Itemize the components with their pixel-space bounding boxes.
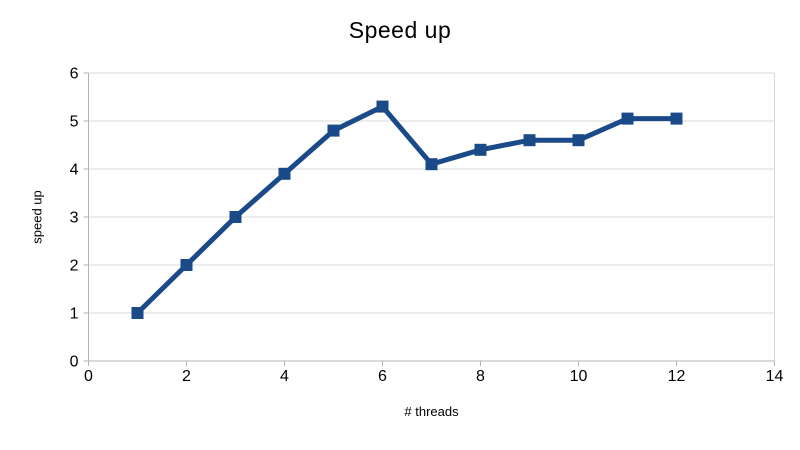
data-point-marker	[180, 259, 193, 271]
series-line	[135, 103, 677, 315]
data-point-marker	[376, 100, 389, 113]
data-point-marker	[523, 134, 536, 147]
y-tick-label: 0	[70, 354, 79, 371]
y-tick-label: 3	[70, 210, 79, 227]
data-point-marker	[327, 124, 340, 137]
x-tick-label: 6	[378, 368, 387, 385]
data-point-marker	[229, 211, 242, 223]
data-point-marker	[670, 112, 683, 125]
x-tick-label: 0	[84, 368, 93, 385]
x-tick-label: 2	[182, 368, 191, 385]
y-tick-label: 2	[70, 258, 79, 275]
chart-title: Speed up	[348, 17, 452, 43]
x-tick-label: 10	[570, 368, 588, 385]
data-point-marker	[425, 158, 438, 171]
y-tick-label: 1	[70, 306, 79, 323]
x-tick-label: 14	[766, 368, 784, 385]
y-tick-label: 6	[70, 66, 79, 83]
data-point-marker	[278, 167, 291, 180]
data-point-marker	[474, 143, 487, 156]
y-tick-label: 5	[70, 114, 79, 131]
data-point-marker	[572, 134, 585, 147]
x-axis-title: # threads	[404, 404, 459, 419]
x-tick-label: 8	[476, 368, 485, 385]
y-tick-label: 4	[70, 162, 79, 179]
data-point-marker	[621, 112, 634, 125]
data-point-marker	[131, 307, 144, 319]
x-tick-label: 4	[280, 368, 289, 385]
x-tick-label: 12	[668, 368, 686, 385]
